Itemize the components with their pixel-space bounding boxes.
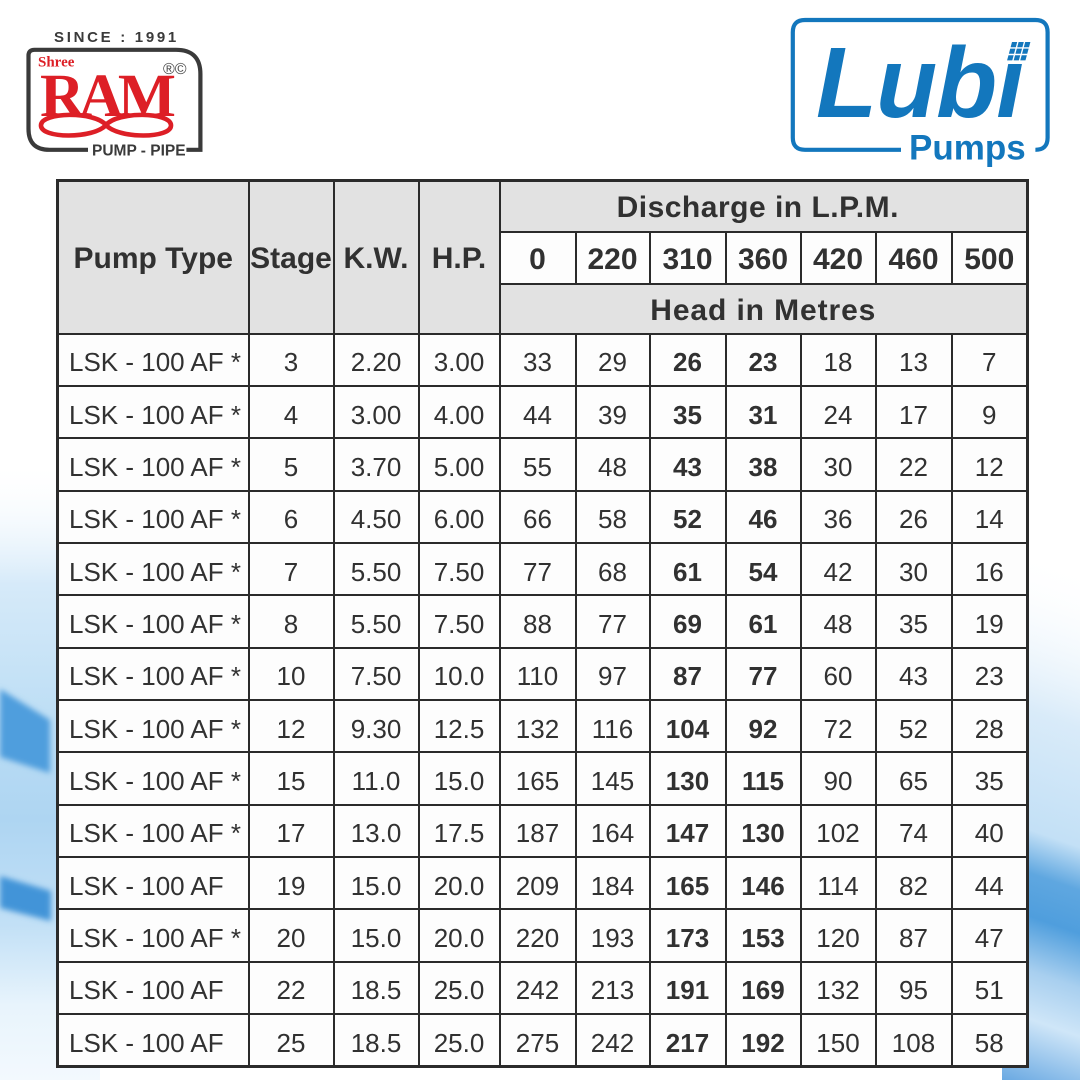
svg-text:®©: ®© [163,61,187,78]
svg-text:PUMP - PIPE: PUMP - PIPE [92,143,186,160]
svg-text:Pumps: Pumps [909,129,1026,168]
svg-text:RAM: RAM [40,62,175,130]
svg-text:Shree: Shree [38,55,75,71]
svg-text:Lubı: Lubı [816,27,1023,139]
svg-text:SINCE : 1991: SINCE : 1991 [54,29,179,46]
